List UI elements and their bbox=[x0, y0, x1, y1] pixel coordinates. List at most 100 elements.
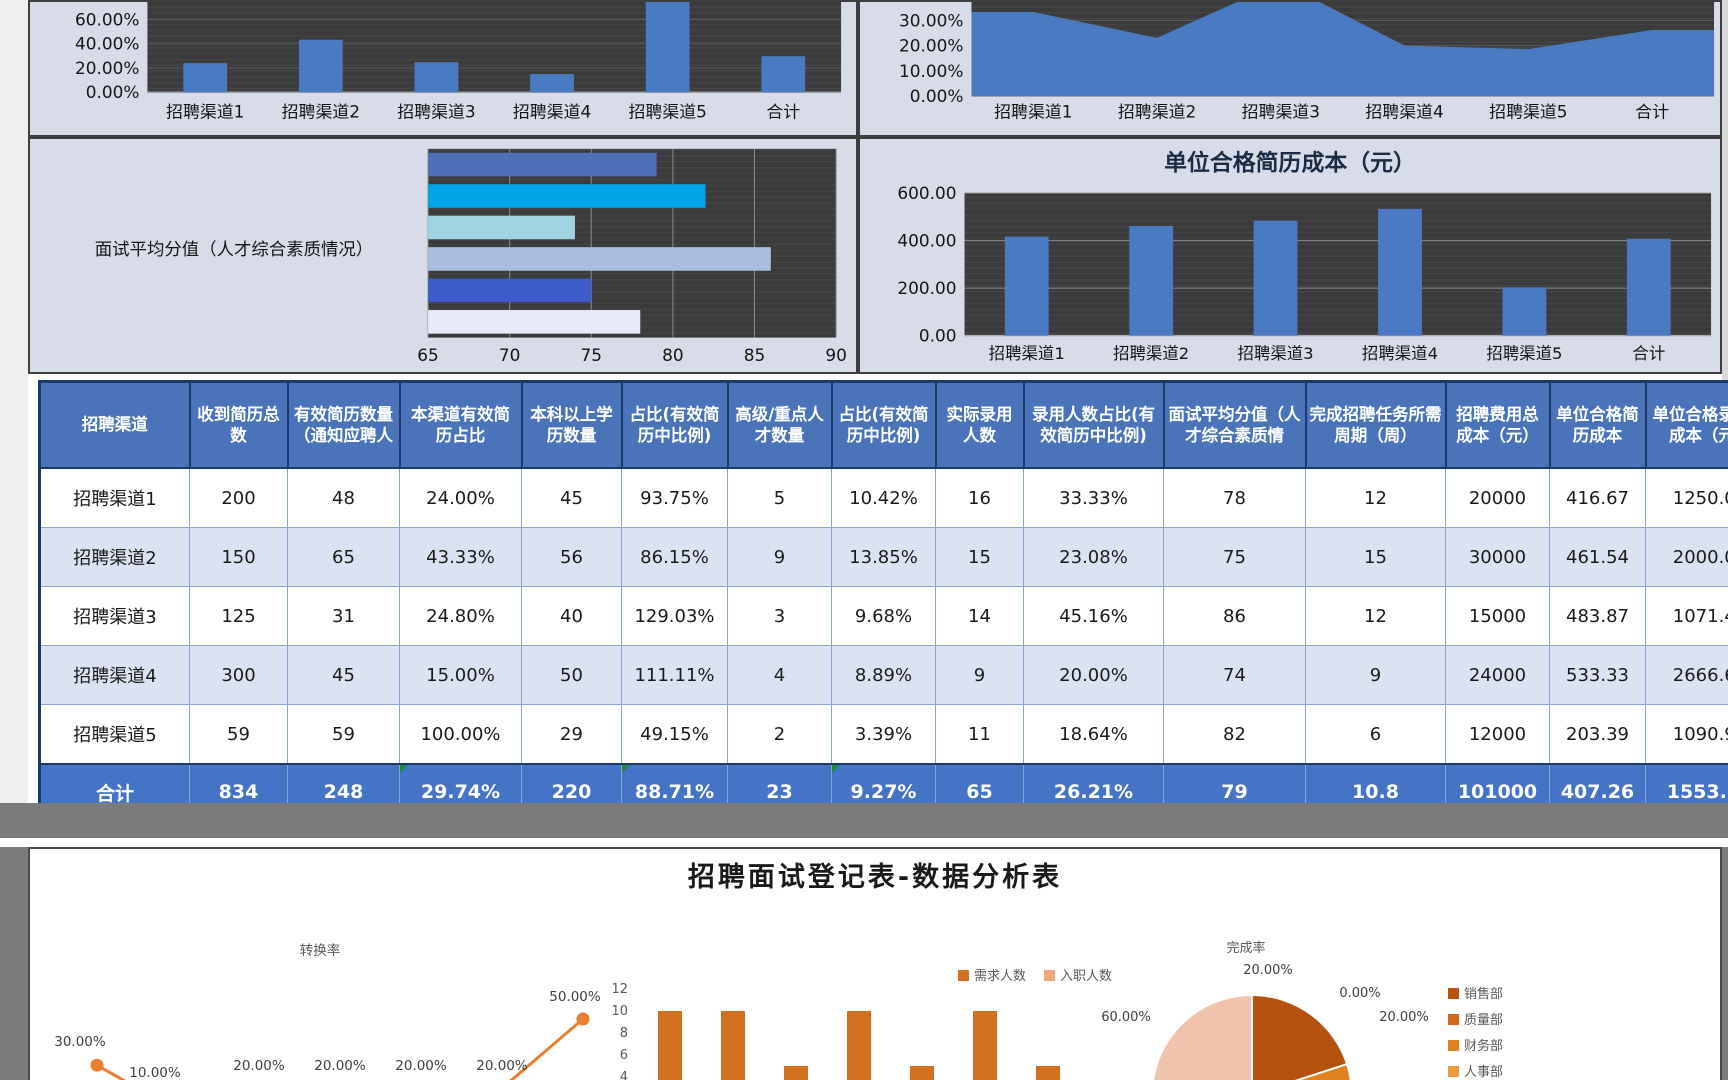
table-cell[interactable]: 483.87 bbox=[1549, 586, 1646, 646]
column-header[interactable]: 面试平均分值（人才综合素质情 bbox=[1162, 380, 1307, 469]
table-cell[interactable]: 5 bbox=[727, 467, 832, 528]
category-label: 招聘渠道4 bbox=[1365, 102, 1443, 122]
table-cell[interactable]: 招聘渠道1 bbox=[39, 467, 190, 528]
column-header[interactable]: 本渠道有效简历占比 bbox=[398, 380, 523, 469]
table-cell[interactable]: 129.03% bbox=[621, 586, 728, 646]
table-cell[interactable]: 1090.91 bbox=[1645, 704, 1728, 765]
table-cell[interactable]: 86 bbox=[1163, 586, 1306, 646]
table-cell[interactable]: 100.00% bbox=[399, 704, 522, 765]
column-header[interactable]: 高级/重点人才数量 bbox=[726, 380, 833, 469]
table-cell[interactable]: 4 bbox=[727, 645, 832, 705]
table-cell[interactable]: 11 bbox=[935, 704, 1024, 765]
table-cell[interactable]: 45.16% bbox=[1023, 586, 1164, 646]
table-cell[interactable]: 43.33% bbox=[399, 527, 522, 587]
column-header[interactable]: 占比(有效简历中比例) bbox=[830, 380, 937, 469]
table-cell[interactable]: 20.00% bbox=[1023, 645, 1164, 705]
table-cell[interactable]: 12 bbox=[1305, 586, 1446, 646]
table-cell[interactable]: 45 bbox=[521, 467, 622, 528]
table-cell[interactable]: 150 bbox=[189, 527, 288, 587]
table-cell[interactable]: 111.11% bbox=[621, 645, 728, 705]
column-header[interactable]: 有效简历数量（通知应聘人 bbox=[286, 380, 401, 469]
table-cell[interactable]: 416.67 bbox=[1549, 467, 1646, 528]
table-cell[interactable]: 24000 bbox=[1445, 645, 1550, 705]
table-cell[interactable]: 56 bbox=[521, 527, 622, 587]
table-cell[interactable]: 14 bbox=[935, 586, 1024, 646]
table-cell[interactable]: 86.15% bbox=[621, 527, 728, 587]
table-cell[interactable]: 300 bbox=[189, 645, 288, 705]
column-header[interactable]: 完成招聘任务所需周期（周） bbox=[1304, 380, 1447, 469]
table-cell[interactable]: 15.00% bbox=[399, 645, 522, 705]
table-cell[interactable]: 49.15% bbox=[621, 704, 728, 765]
column-header[interactable]: 本科以上学历数量 bbox=[520, 380, 623, 469]
table-cell[interactable]: 93.75% bbox=[621, 467, 728, 528]
table-cell[interactable]: 30000 bbox=[1445, 527, 1550, 587]
table-cell[interactable]: 65 bbox=[287, 527, 400, 587]
table-cell[interactable]: 78 bbox=[1163, 467, 1306, 528]
table-cell[interactable]: 48 bbox=[287, 467, 400, 528]
table-cell[interactable]: 1250.00 bbox=[1645, 467, 1728, 528]
table-cell[interactable]: 40 bbox=[521, 586, 622, 646]
column-header[interactable]: 实际录用人数 bbox=[934, 380, 1025, 469]
table-cell[interactable]: 2000.00 bbox=[1645, 527, 1728, 587]
table-cell[interactable]: 24.80% bbox=[399, 586, 522, 646]
table-cell[interactable]: 15 bbox=[1305, 527, 1446, 587]
table-cell[interactable]: 2 bbox=[727, 704, 832, 765]
table-cell[interactable]: 1071.43 bbox=[1645, 586, 1728, 646]
table-cell[interactable]: 招聘渠道4 bbox=[39, 645, 190, 705]
table-cell[interactable]: 33.33% bbox=[1023, 467, 1164, 528]
table-cell[interactable]: 203.39 bbox=[1549, 704, 1646, 765]
table-cell[interactable]: 2666.67 bbox=[1645, 645, 1728, 705]
column-header[interactable]: 单位合格简历成本 bbox=[1548, 380, 1647, 469]
table-cell[interactable]: 9.68% bbox=[831, 586, 936, 646]
column-header[interactable]: 收到简历总数 bbox=[188, 380, 289, 469]
table-cell[interactable]: 招聘渠道2 bbox=[39, 527, 190, 587]
table-cell[interactable]: 13.85% bbox=[831, 527, 936, 587]
table-cell[interactable]: 23.08% bbox=[1023, 527, 1164, 587]
interview-score-bar-chart[interactable]: 65 70 75 80 85 90 面试平均分值（人才综合素质情况） bbox=[28, 137, 858, 374]
analysis-dashboard-panel[interactable]: 转换率 30.00% 10.00% 20.00% 20.00% 20.00% 20.00% 5… bbox=[28, 847, 1722, 1080]
table-cell[interactable]: 75 bbox=[1163, 527, 1306, 587]
column-header[interactable]: 单位合格录用者成本（元） bbox=[1644, 380, 1728, 469]
table-cell[interactable]: 15 bbox=[935, 527, 1024, 587]
table-cell[interactable]: 533.33 bbox=[1549, 645, 1646, 705]
column-header[interactable]: 录用人数占比(有效简历中比例) bbox=[1022, 380, 1165, 469]
column-header[interactable]: 招聘费用总成本（元） bbox=[1444, 380, 1551, 469]
table-cell[interactable]: 45 bbox=[287, 645, 400, 705]
resume-cost-bar-chart[interactable]: 单位合格简历成本（元） 0.00 200.00 400.00 600.00 招聘渠道1 招聘… bbox=[858, 137, 1722, 374]
table-cell[interactable]: 9 bbox=[935, 645, 1024, 705]
table-cell[interactable]: 9 bbox=[1305, 645, 1446, 705]
table-cell[interactable]: 3 bbox=[727, 586, 832, 646]
bar bbox=[428, 310, 641, 334]
table-cell[interactable]: 74 bbox=[1163, 645, 1306, 705]
table-cell[interactable]: 59 bbox=[287, 704, 400, 765]
column-header[interactable]: 招聘渠道 bbox=[38, 380, 191, 469]
table-cell[interactable]: 82 bbox=[1163, 704, 1306, 765]
recruitment-channels-table[interactable]: 招聘渠道 收到简历总数 有效简历数量（通知应聘人 本渠道有效简历占比 本科以上学历数量占… bbox=[38, 380, 1728, 822]
table-cell[interactable]: 12000 bbox=[1445, 704, 1550, 765]
effective-resume-ratio-chart[interactable]: 0.00% 20.00% 40.00% 60.00% 80.00% 招聘渠道1 招聘渠道2 招… bbox=[28, 0, 858, 137]
column-header[interactable]: 占比(有效简历中比例) bbox=[620, 380, 729, 469]
table-cell[interactable]: 8.89% bbox=[831, 645, 936, 705]
table-cell[interactable]: 50 bbox=[521, 645, 622, 705]
table-cell[interactable]: 招聘渠道5 bbox=[39, 704, 190, 765]
table-cell[interactable]: 59 bbox=[189, 704, 288, 765]
table-cell[interactable]: 31 bbox=[287, 586, 400, 646]
legend-swatch bbox=[958, 970, 969, 981]
table-cell[interactable]: 24.00% bbox=[399, 467, 522, 528]
table-cell[interactable]: 125 bbox=[189, 586, 288, 646]
data-label: 30.00% bbox=[54, 1034, 106, 1050]
table-cell[interactable]: 20000 bbox=[1445, 467, 1550, 528]
table-cell[interactable]: 200 bbox=[189, 467, 288, 528]
table-cell[interactable]: 3.39% bbox=[831, 704, 936, 765]
table-cell[interactable]: 6 bbox=[1305, 704, 1446, 765]
table-cell[interactable]: 9 bbox=[727, 527, 832, 587]
hire-ratio-area-chart[interactable]: 0.00% 10.00% 20.00% 30.00% 40.00% 招聘渠道1 招聘渠道2 招… bbox=[858, 0, 1722, 137]
table-cell[interactable]: 29 bbox=[521, 704, 622, 765]
table-cell[interactable]: 招聘渠道3 bbox=[39, 586, 190, 646]
table-cell[interactable]: 12 bbox=[1305, 467, 1446, 528]
table-cell[interactable]: 16 bbox=[935, 467, 1024, 528]
table-cell[interactable]: 18.64% bbox=[1023, 704, 1164, 765]
table-cell[interactable]: 461.54 bbox=[1549, 527, 1646, 587]
table-cell[interactable]: 10.42% bbox=[831, 467, 936, 528]
table-cell[interactable]: 15000 bbox=[1445, 586, 1550, 646]
